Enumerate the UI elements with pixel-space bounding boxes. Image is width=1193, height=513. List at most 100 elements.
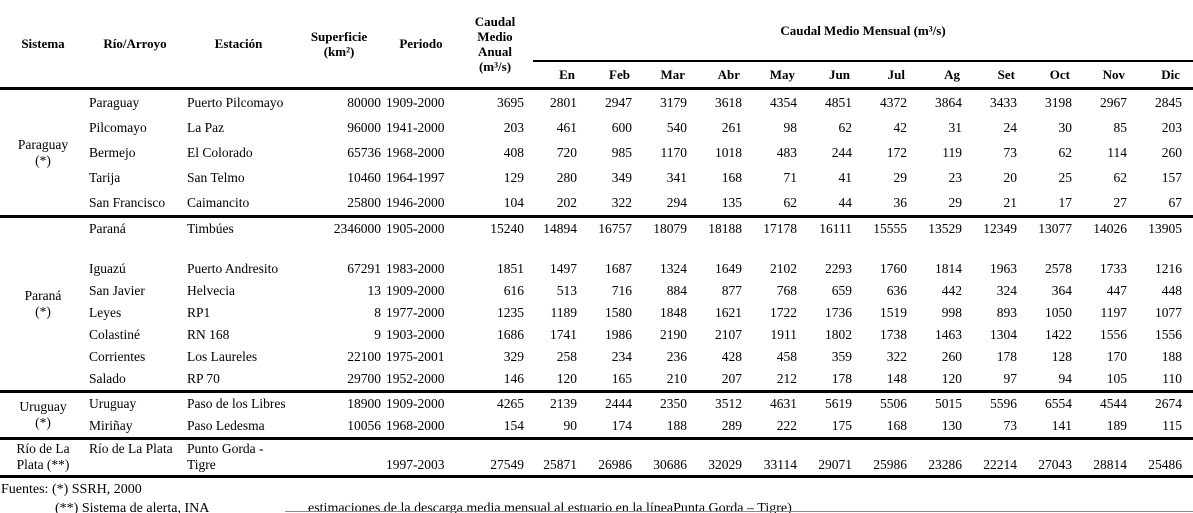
cell-month-en: 258	[556, 349, 577, 364]
cell-month-feb: 322	[611, 194, 632, 210]
cell-rio-arroyo: Tarija	[89, 169, 121, 185]
cell-month-en: 513	[556, 283, 577, 298]
cell-month-nov: 170	[1106, 349, 1127, 364]
cell-month-oct: 27043	[1028, 437, 1083, 477]
header-sistema: Sistema	[0, 0, 86, 90]
cell-month-set: 97	[1003, 371, 1018, 386]
cell-month-abr: 3512	[698, 390, 753, 415]
cell-periodo: 1997-2003	[385, 437, 457, 477]
cell-rio-arroyo: Río de La Plata	[86, 437, 184, 477]
cell-month-ag: 23286	[918, 437, 973, 477]
cell-caudal-anual: 27549	[457, 437, 533, 477]
cell-month-abr: 2107	[715, 327, 742, 342]
table-row: Bermejo El Colorado 65736 1968-2000 408 720 98…	[0, 140, 1193, 165]
cell-month-nov: 4544	[1083, 390, 1138, 415]
cell-month-oct: 6554	[1028, 390, 1083, 415]
cell-month-feb: 2444	[588, 390, 643, 415]
cell-month-oct: 141	[1051, 418, 1072, 433]
table-row: Paraná (*) Paraná Timbúes 2346000 1905-2000 15…	[0, 215, 1193, 392]
cell-month-ag: 442	[941, 283, 962, 298]
cell-rio-arroyo: Colastiné	[89, 327, 140, 342]
system-group: Río de La Plata (**) Río de La Plata Punto…	[0, 437, 1193, 477]
header-month-abr: Abr	[698, 61, 753, 90]
cell-month-nov: 189	[1106, 418, 1127, 433]
cell-month-may: 212	[776, 371, 797, 386]
cell-rio-arroyo: Corrientes	[89, 349, 146, 364]
cell-estacion: Los Laureles	[187, 349, 258, 364]
cell-month-en: 90	[563, 418, 578, 433]
cell-month-oct: 364	[1051, 283, 1072, 298]
cell-caudal-anual: 203	[503, 119, 524, 135]
cell-month-set: 1304	[990, 327, 1017, 342]
cell-month-jun: 2293	[825, 261, 852, 276]
cell-caudal-anual: 154	[503, 418, 524, 433]
cell-month-nov: 62	[1113, 169, 1128, 185]
cell-superficie: 2346000	[293, 215, 385, 240]
cell-month-oct: 30	[1058, 119, 1073, 135]
cell-periodo: 1909-2000	[386, 283, 445, 298]
cell-month-abr: 168	[721, 169, 742, 185]
cell-month-jun: 62	[838, 119, 853, 135]
cell-month-set: 178	[996, 349, 1017, 364]
cell-month-dic: 110	[1162, 371, 1183, 386]
cell-month-dic: 188	[1161, 349, 1183, 364]
cell-periodo: 1968-2000	[386, 418, 445, 433]
cell-superficie: 25800	[347, 194, 381, 210]
cell-estacion: Punto Gorda - Tigre	[184, 437, 293, 477]
cell-month-jul: 5506	[863, 390, 918, 415]
cell-month-ag: 1463	[935, 327, 962, 342]
cell-month-jun: 5619	[808, 390, 863, 415]
cell-month-ag: 130	[941, 418, 962, 433]
cell-month-set: 1963	[990, 261, 1017, 276]
cell-estacion: El Colorado	[187, 144, 253, 160]
cell-month-set: 12349	[973, 215, 1028, 240]
cell-superficie: 13	[367, 283, 382, 298]
cell-month-oct: 1050	[1045, 305, 1072, 320]
table-row: San Francisco Caimancito 25800 1946-2000 104…	[0, 190, 1193, 217]
header-month-feb: Feb	[588, 61, 643, 90]
cell-month-jul: 15555	[863, 215, 918, 240]
cell-rio-arroyo: Bermejo	[89, 144, 136, 160]
cell-month-nov: 447	[1106, 283, 1127, 298]
table-row: Pilcomayo La Paz 96000 1941-2000 203 461 600 54…	[0, 115, 1193, 140]
cell-caudal-anual: 1851	[497, 261, 524, 276]
cell-month-mar: 2190	[660, 327, 687, 342]
cell-periodo: 1952-2000	[386, 371, 445, 386]
cell-month-jun: 44	[838, 194, 853, 210]
cell-month-mar: 341	[666, 169, 687, 185]
cell-month-set: 22214	[973, 437, 1028, 477]
header-month-may: May	[753, 61, 808, 90]
cell-month-may: 483	[776, 144, 797, 160]
cell-month-oct: 3198	[1028, 87, 1083, 115]
cell-month-jun: 359	[831, 349, 852, 364]
cell-month-nov: 1733	[1100, 261, 1127, 276]
cell-month-dic: 13905	[1138, 215, 1193, 240]
cell-month-ag: 5015	[918, 390, 973, 415]
cell-month-dic: 67	[1168, 194, 1183, 210]
cell-month-oct: 62	[1058, 144, 1073, 160]
cell-month-mar: 18079	[643, 215, 698, 240]
cell-month-set: 20	[1003, 169, 1018, 185]
cell-month-set: 3433	[973, 87, 1028, 115]
cell-month-jul: 4372	[863, 87, 918, 115]
cell-month-feb: 1580	[605, 305, 632, 320]
cell-superficie: 10056	[347, 418, 381, 433]
cell-caudal-anual: 4265	[457, 390, 533, 415]
cell-month-en: 2801	[533, 87, 588, 115]
cell-month-jul: 36	[893, 194, 908, 210]
cell-caudal-anual: 104	[503, 194, 524, 210]
cell-month-jul: 25986	[863, 437, 918, 477]
cell-caudal-anual: 129	[503, 169, 524, 185]
cell-periodo: 1941-2000	[386, 119, 445, 135]
cell-month-jun: 16111	[808, 215, 863, 240]
cell-month-mar: 540	[666, 119, 687, 135]
cell-month-feb: 600	[611, 119, 632, 135]
cell-month-feb: 174	[611, 418, 632, 433]
cell-caudal-anual: 616	[503, 283, 524, 298]
cell-month-oct: 13077	[1028, 215, 1083, 240]
header-month-set: Set	[973, 61, 1028, 90]
cell-month-jul: 148	[886, 371, 907, 386]
system-group: Paraguay (*) Paraguay Puerto Pilcomayo 80000…	[0, 87, 1193, 217]
cell-superficie: 80000	[293, 87, 385, 115]
cell-month-nov: 14026	[1083, 215, 1138, 240]
